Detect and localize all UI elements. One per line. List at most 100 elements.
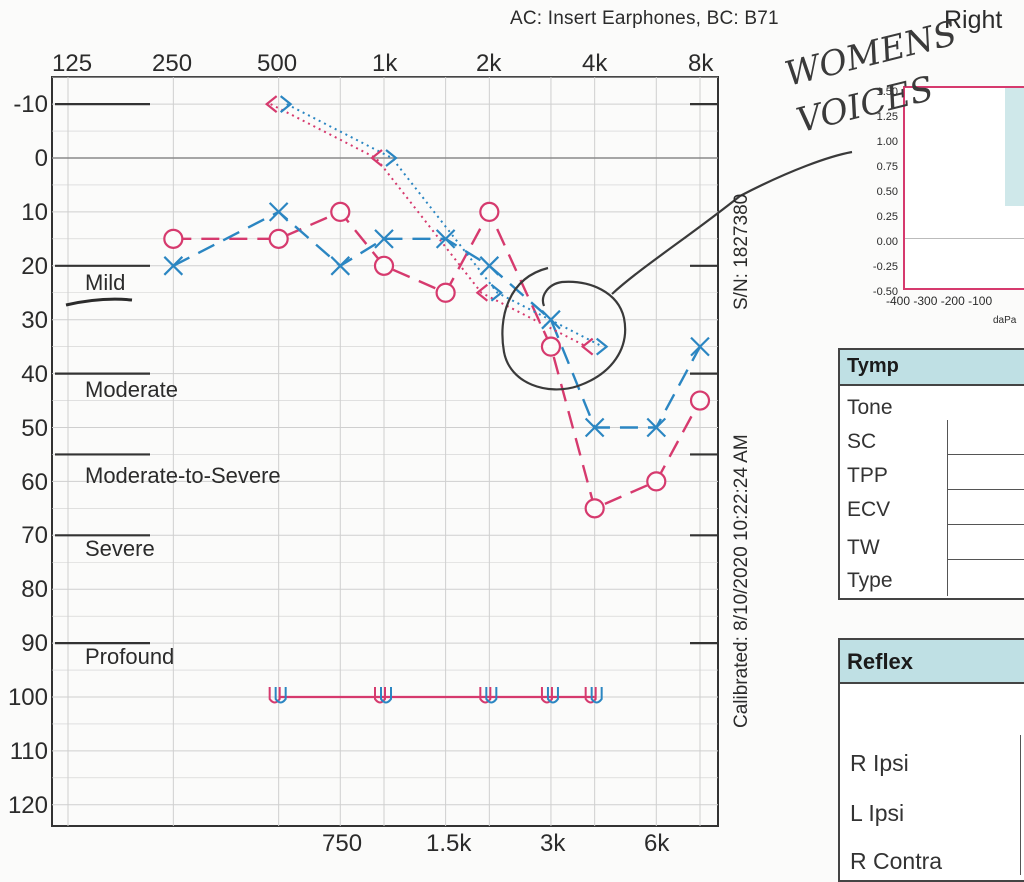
right-ac-marker [373,255,395,276]
right-ac-marker [584,498,605,519]
freq-label-750: 750 [322,830,363,857]
severity-severe: Severe [85,536,155,561]
audiogram-marks [163,95,711,704]
tymp-x-axis: -400 -300 -200 -100 [886,294,993,308]
no-response-marker [479,687,498,704]
right-ac-marker [435,282,456,303]
reflex-panel: Reflex R Ipsi L Ipsi R Contra [838,638,1024,882]
freq-label-250: 250 [152,50,193,77]
reflex-row-r-contra: R Contra [850,848,943,874]
freq-label-500: 500 [257,50,298,77]
right-ac-marker [646,471,667,492]
no-response-marker [584,687,603,704]
db-label: 0 [34,145,48,172]
right-bc-line [270,103,588,348]
reflex-row-l-ipsi: L Ipsi [850,800,905,826]
right-ac-marker [330,201,351,222]
tymp-title: Tymp [847,355,899,377]
transducer-info: AC: Insert Earphones, BC: B71 [510,8,779,29]
db-label: 120 [7,792,48,819]
db-label: 30 [21,307,48,334]
left-ac-marker [479,256,500,276]
right-ac-marker [479,201,500,222]
tymp-row-sc: SC [847,430,877,453]
db-label: 90 [21,630,48,657]
db-label: 50 [21,415,48,442]
tymp-row-tw: TW [847,536,880,559]
left-bc-marker [279,95,293,113]
db-label: 10 [21,199,48,226]
db-label: 100 [7,684,48,711]
right-ac-marker [540,336,562,357]
severity-profound: Profound [85,644,175,669]
left-ac-marker [690,336,710,357]
hand-circle-annotation [501,266,627,391]
tymp-row-tpp: TPP [847,464,888,487]
no-response-marker [374,687,392,704]
calibration-date: Calibrated: 8/10/2020 10:22:24 AM [731,434,752,728]
no-response-marker [268,687,287,704]
right-bc-marker [475,283,489,302]
db-label: 40 [21,361,48,388]
freq-label-4k: 4k [582,50,608,77]
right-bc-marker [580,337,594,356]
ear-title: Right [944,6,1003,34]
right-bc-marker [264,95,278,113]
tymp-row-type: Type [847,569,893,592]
audiogram-grid [51,76,719,827]
left-bc-marker [595,337,609,356]
tymp-row-tone: Tone [847,396,893,419]
hand-arrow-line [611,150,853,295]
right-ac-marker [689,390,711,411]
left-ac-line [172,210,702,429]
freq-label-6k: 6k [644,830,670,857]
freq-label-8k: 8k [688,50,714,77]
right-ac-marker [163,228,184,249]
left-bc-marker [385,149,398,167]
tymp-y-axis: 1.50 1.25 1.00 0.75 0.50 0.25 0.00 -0.25… [872,86,898,298]
freq-label-1k: 1k [372,50,398,77]
severity-moderate: Moderate [85,377,178,402]
audiogram-chart [51,76,853,827]
tymp-table: Tymp Tone SC TPP ECV TW Type [838,348,1024,600]
tymp-row-ecv: ECV [847,498,891,521]
hand-underline-mark [65,297,133,307]
left-ac-marker [330,256,351,276]
db-label: 60 [21,469,48,496]
no-response-marker [540,687,559,704]
left-ac-marker [541,309,561,330]
left-ac-marker [584,417,605,438]
reflex-row-r-ipsi: R Ipsi [850,750,909,776]
right-ac-marker [268,228,289,249]
left-ac-marker [163,256,184,276]
right-bc-marker [370,149,383,167]
zero-gridline [905,238,1024,239]
severity-mild: Mild [85,270,126,295]
plot-frame [51,76,719,827]
db-label: 70 [21,522,48,549]
left-bc-line [286,103,604,348]
tymp-header: Tymp [840,350,1024,386]
left-ac-marker [374,229,394,249]
normal-region-shade [1005,88,1024,206]
left-ac-marker [646,417,667,438]
db-label: 20 [21,253,48,280]
severity-dividers [55,102,718,645]
serial-number: S/N: 1827380 [731,193,752,310]
freq-label-125: 125 [52,50,93,77]
tymp-x-unit: daPa [993,315,1017,326]
reflex-header: Reflex [840,640,1024,684]
left-ac-marker [268,202,289,222]
freq-label-1-5k: 1.5k [426,830,472,857]
freq-label-3k: 3k [540,830,566,857]
db-label: 110 [9,738,48,765]
tympanogram-plot [903,86,1024,290]
left-ac-marker [435,229,456,249]
freq-label-2k: 2k [476,50,502,77]
db-label: 80 [21,576,48,603]
severity-moderate-to-severe: Moderate-to-Severe [85,463,281,488]
reflex-title: Reflex [847,649,914,674]
tymp-value-column [947,420,1024,596]
reflex-grid-edge [1020,735,1024,875]
db-label: -10 [13,91,48,118]
